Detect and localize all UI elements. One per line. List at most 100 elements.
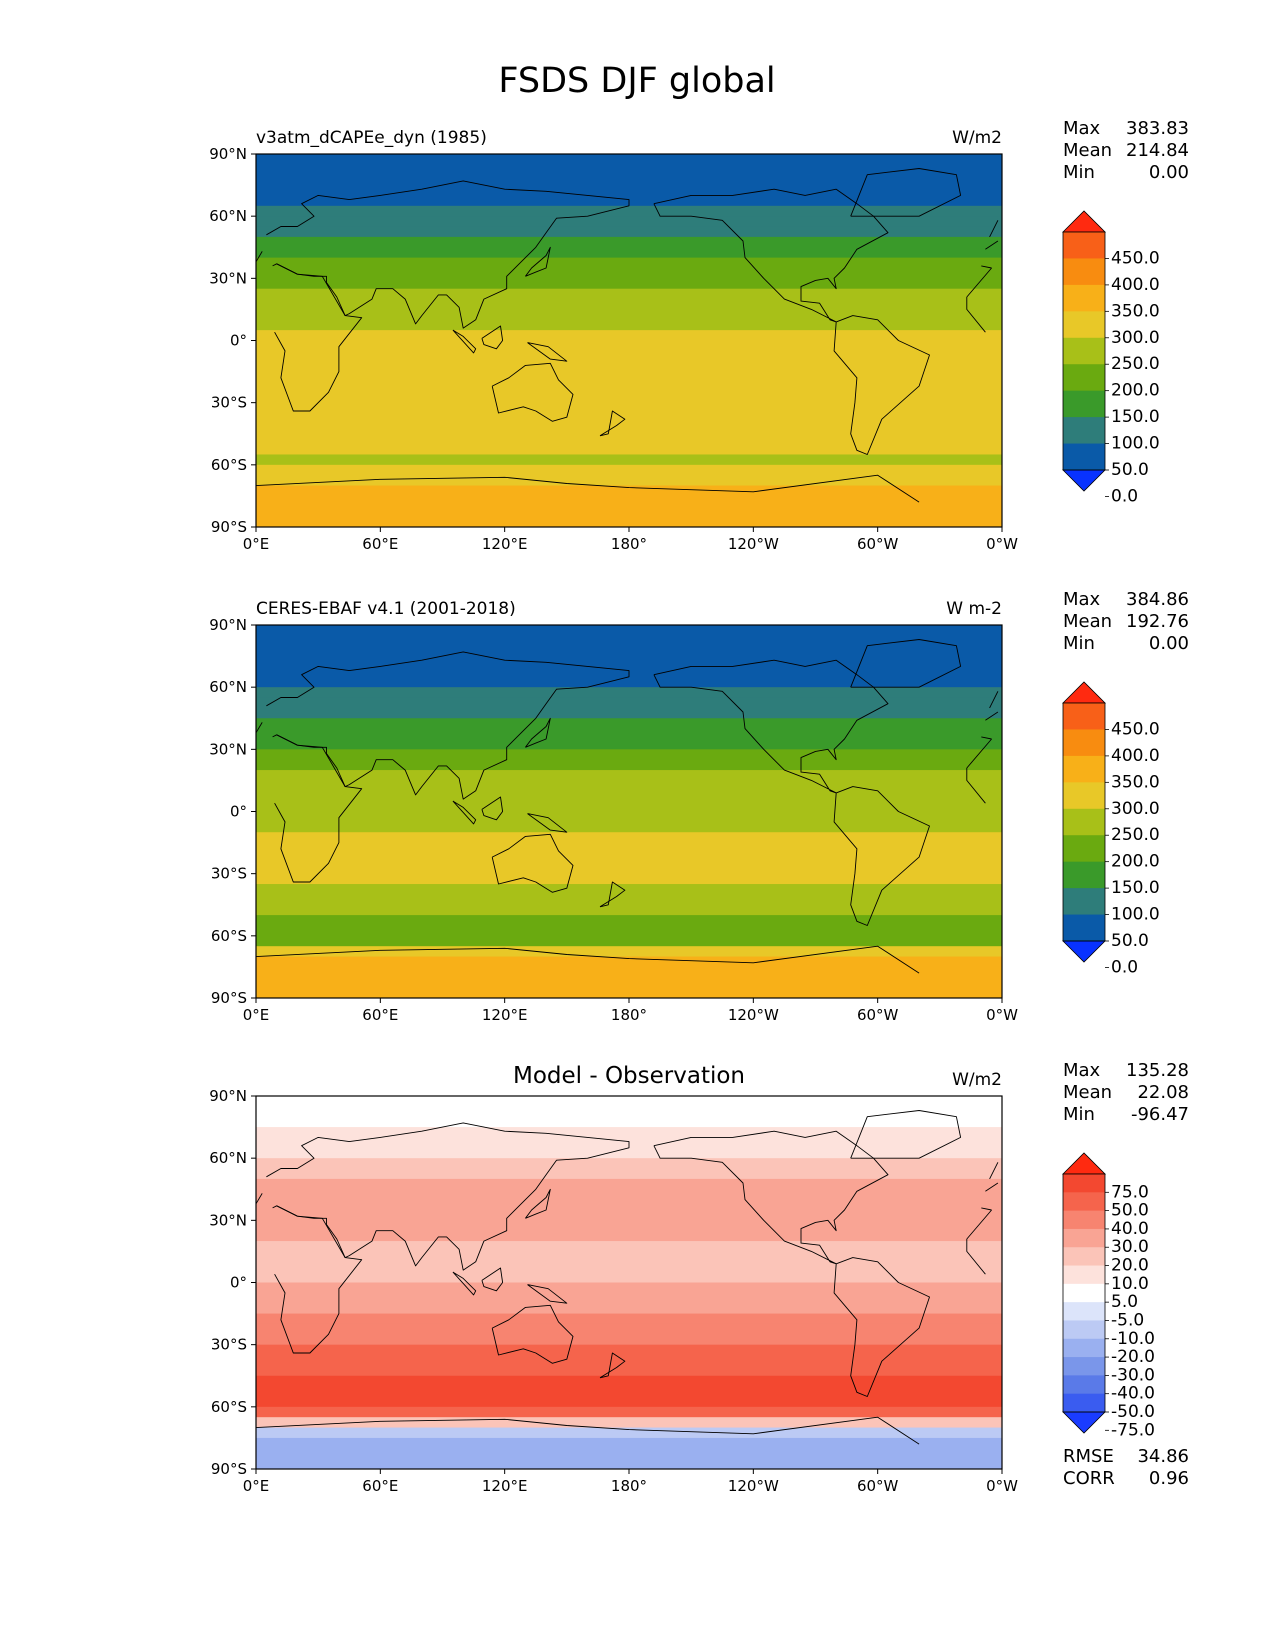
zonal-band — [256, 832, 1002, 844]
colorbar-label: 350.0 — [1111, 772, 1160, 792]
zonal-band — [256, 1292, 1002, 1304]
stat-value: 384.86 — [1126, 589, 1189, 610]
y-tick-label: 30°S — [211, 394, 247, 412]
colorbar-label: 300.0 — [1111, 328, 1160, 348]
colorbar-label: 300.0 — [1111, 799, 1160, 819]
zonal-band — [256, 811, 1002, 823]
zonal-band — [256, 361, 1002, 373]
coastline — [255, 1122, 999, 1271]
y-tick-label: 90°S — [211, 989, 247, 1007]
coastline — [255, 945, 920, 974]
x-tick-label: 120°W — [728, 1477, 779, 1495]
colorbar-label: 50.0 — [1111, 1201, 1149, 1221]
coastline — [653, 1130, 889, 1265]
coastline — [274, 734, 992, 883]
zonal-band — [256, 852, 1002, 864]
colorbar-segment — [1063, 1375, 1105, 1395]
zonal-band — [256, 1396, 1002, 1408]
colorbar-label: -40.0 — [1111, 1384, 1155, 1404]
zonal-band — [256, 884, 1002, 895]
colorbar-label: 20.0 — [1111, 1256, 1149, 1276]
zonal-band — [256, 371, 1002, 383]
map-field — [256, 1096, 1002, 1470]
zonal-band — [256, 946, 1002, 958]
zonal-band — [256, 1386, 1002, 1397]
x-tick-label: 120°E — [482, 1006, 528, 1024]
zonal-band — [256, 1096, 1002, 1107]
colorbar-extend-max — [1062, 681, 1106, 704]
x-tick-label: 0°E — [243, 1477, 270, 1495]
zonal-band — [256, 267, 1002, 279]
zonal-band — [256, 749, 1002, 761]
extra-stat-label: RMSE — [1063, 1446, 1114, 1467]
colorbar-segment — [1063, 1192, 1105, 1212]
zonal-band — [256, 1209, 1002, 1221]
panel-left-title: v3atm_dCAPEe_dyn (1985) — [256, 128, 487, 148]
x-tick-label: 180° — [611, 535, 647, 553]
zonal-band — [256, 801, 1002, 812]
coastline — [274, 1205, 992, 1354]
zonal-band — [256, 485, 1002, 497]
coastline — [452, 329, 477, 354]
colorbar-label: -30.0 — [1111, 1365, 1155, 1385]
zonal-band — [256, 707, 1002, 719]
zonal-band — [256, 780, 1002, 792]
colorbar-label: 100.0 — [1111, 905, 1160, 925]
colorbar-segment — [1063, 284, 1105, 312]
zonal-band — [256, 516, 1002, 528]
zonal-band — [256, 1230, 1002, 1242]
x-tick-label: 180° — [611, 1006, 647, 1024]
coastline — [833, 786, 930, 926]
stat-value: 135.28 — [1126, 1060, 1189, 1081]
x-tick-label: 120°W — [728, 1006, 779, 1024]
colorbar-label: -10.0 — [1111, 1329, 1155, 1349]
coastline — [452, 800, 477, 825]
extra-stat-value: 0.96 — [1149, 1468, 1189, 1489]
y-tick-label: 90°N — [209, 616, 247, 634]
colorbar-label: 5.0 — [1111, 1292, 1138, 1312]
zonal-band — [256, 247, 1002, 259]
coastline — [255, 1416, 920, 1445]
stat-label: Mean — [1063, 1082, 1112, 1103]
zonal-band — [256, 1375, 1002, 1387]
colorbar-segment — [1063, 1302, 1105, 1321]
stat-label: Mean — [1063, 611, 1112, 632]
colorbar-segment — [1063, 1283, 1105, 1303]
panels: 0°E 60°E 120°E 180° 120°W 60°W 0°W 90°N 60°N 30°N… — [209, 118, 1189, 1495]
colorbar-extend-min — [1062, 940, 1106, 963]
zonal-band — [256, 1147, 1002, 1159]
x-tick-label: 0°E — [243, 535, 270, 553]
colorbar-segment — [1063, 729, 1105, 757]
zonal-band — [256, 1251, 1002, 1263]
coastline — [274, 263, 992, 412]
zonal-band — [256, 350, 1002, 362]
zonal-band — [256, 236, 1002, 248]
zonal-band — [256, 1303, 1002, 1315]
zonal-band — [256, 656, 1002, 667]
x-tick-label: 0°W — [986, 535, 1018, 553]
coastline — [525, 1188, 551, 1219]
stat-value: 0.00 — [1149, 162, 1189, 183]
colorbar-label: -75.0 — [1111, 1420, 1155, 1440]
zonal-band — [256, 464, 1002, 476]
zonal-band — [256, 1323, 1002, 1335]
coastline — [989, 691, 999, 709]
panel-units: W/m2 — [952, 128, 1002, 148]
zonal-band — [256, 1365, 1002, 1377]
colorbar-label: 450.0 — [1111, 719, 1160, 739]
colorbar-segment — [1063, 1247, 1105, 1267]
coastlines — [255, 639, 999, 974]
zonal-band — [256, 1417, 1002, 1429]
zonal-band — [256, 1344, 1002, 1356]
zonal-band — [256, 1334, 1002, 1346]
x-tick-label: 120°E — [482, 1477, 528, 1495]
colorbar-label: 200.0 — [1111, 381, 1160, 401]
colorbar-segment — [1063, 835, 1105, 863]
zonal-band — [256, 873, 1002, 885]
colorbar-frame — [1062, 702, 1106, 942]
coastlines — [255, 168, 999, 503]
coastline — [599, 881, 626, 908]
zonal-band — [256, 1127, 1002, 1138]
x-tick-label: 60°E — [362, 1477, 398, 1495]
zonal-band — [256, 925, 1002, 937]
